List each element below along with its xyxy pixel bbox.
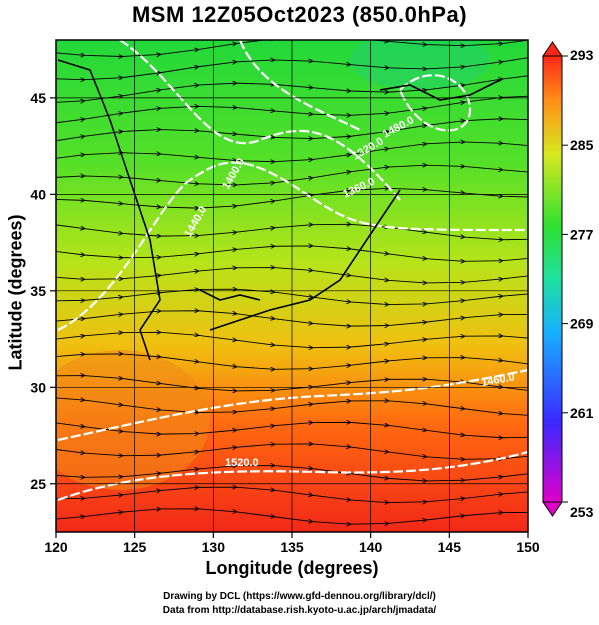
colorbar: 293 285 277 269 261 253 bbox=[542, 41, 594, 520]
y-tick-label: 30 bbox=[30, 379, 46, 395]
y-axis-label: Latitude (degrees) bbox=[5, 214, 26, 371]
y-tick-label: 40 bbox=[30, 186, 46, 202]
colorbar-tick-label: 269 bbox=[570, 316, 594, 332]
colorbar-tick-label: 277 bbox=[570, 226, 594, 242]
colorbar-tick-label: 253 bbox=[570, 504, 594, 520]
x-tick-label: 125 bbox=[123, 539, 147, 555]
coastlines bbox=[57, 59, 501, 361]
height-contours bbox=[57, 40, 528, 502]
map-title: MSM 12Z05Oct2023 (850.0hPa) bbox=[131, 2, 468, 27]
colorbar-tick-label: 261 bbox=[570, 405, 594, 421]
contour-label: 1520.0 bbox=[225, 457, 259, 469]
y-tick-label: 45 bbox=[30, 90, 46, 106]
temperature-field bbox=[56, 40, 528, 532]
colorbar-tick-label: 285 bbox=[570, 137, 594, 153]
x-axis-label: Longitude (degrees) bbox=[205, 558, 379, 578]
y-tick-label: 25 bbox=[30, 476, 46, 492]
contour-label: 1460.0 bbox=[480, 371, 515, 389]
x-tick-label: 145 bbox=[438, 539, 462, 555]
x-tick-label: 135 bbox=[280, 539, 304, 555]
credit-data: Data from http://database.rish.kyoto-u.a… bbox=[162, 605, 437, 616]
y-tick-label: 35 bbox=[30, 283, 46, 299]
x-tick-label: 130 bbox=[202, 539, 226, 555]
x-axis-ticks: 120 125 130 135 140 145 150 bbox=[44, 532, 540, 555]
graticule bbox=[56, 40, 528, 532]
colorbar-tick-label: 293 bbox=[570, 47, 594, 63]
x-tick-label: 150 bbox=[516, 539, 540, 555]
x-tick-label: 140 bbox=[359, 539, 383, 555]
colorbar-ticks: 293 285 277 269 261 253 bbox=[562, 47, 594, 520]
x-tick-label: 120 bbox=[44, 539, 68, 555]
credit-drawing: Drawing by DCL (https://www.gfd-dennou.o… bbox=[163, 591, 436, 602]
y-axis-ticks: 25 30 35 40 45 bbox=[30, 90, 56, 492]
